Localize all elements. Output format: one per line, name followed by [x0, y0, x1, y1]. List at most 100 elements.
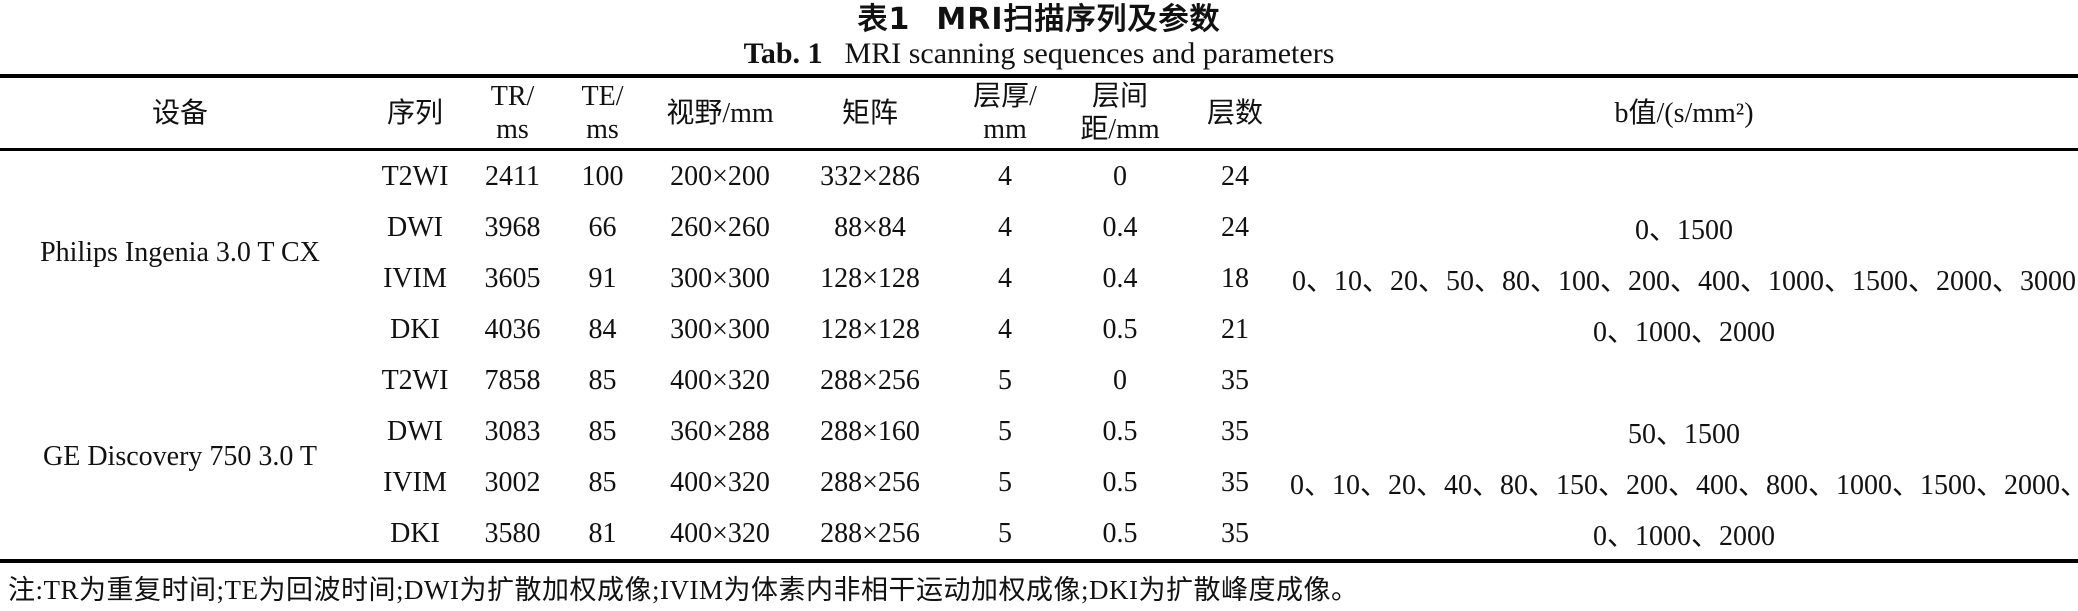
header-slices: 层数 [1206, 97, 1263, 129]
cell-gap: 0 [1113, 364, 1127, 396]
cell-sequence: DWI [387, 211, 443, 243]
row-philips-ivim: IVIM 3605 91 300×300 128×128 4 0.4 18 0、… [0, 253, 2078, 304]
cell-slices: 24 [1221, 160, 1249, 192]
cell-slices: 35 [1221, 466, 1249, 498]
cell-te: 85 [588, 466, 617, 498]
cell-matrix: 332×286 [820, 160, 920, 192]
row-ge-ivim: IVIM 3002 85 400×320 288×256 5 0.5 35 0、… [0, 457, 2078, 508]
cell-tr: 7858 [484, 364, 541, 396]
row-ge-t2wi: GE Discovery 750 3.0 T T2WI 7858 85 400×… [0, 355, 2078, 473]
header-tr: TR/ ms [470, 76, 555, 150]
cell-thickness: 4 [998, 262, 1012, 294]
cell-b-value [1290, 355, 2078, 406]
header-row: 设备 序列 TR/ ms TE/ ms 视野/mm 矩阵 层厚/ mm 层间 [0, 76, 2078, 150]
row-ge-dki: DKI 3580 81 400×320 288×256 5 0.5 35 0、1… [0, 508, 2078, 561]
cell-slices: 24 [1221, 211, 1249, 243]
cell-b-value: 0、1000、2000 [1592, 316, 1775, 348]
table-number-en: Tab. 1 [743, 37, 823, 70]
cell-slices: 21 [1221, 313, 1249, 345]
cell-thickness: 5 [998, 415, 1012, 447]
cell-b-value: 0、1500 [1634, 214, 1733, 246]
cell-slices: 35 [1221, 517, 1249, 549]
cell-tr: 2411 [485, 160, 540, 192]
cell-gap: 0.5 [1102, 466, 1138, 498]
cell-matrix: 128×128 [820, 313, 920, 345]
cell-b-value: 0、1000、2000 [1592, 520, 1775, 552]
header-gap: 层间 距/mm [1060, 76, 1180, 150]
cell-matrix: 288×160 [820, 415, 920, 447]
table-body: Philips Ingenia 3.0 T CX T2WI 2411 100 2… [0, 150, 2078, 562]
cell-te: 84 [588, 313, 617, 345]
cell-tr: 3605 [484, 262, 541, 294]
cell-te: 85 [588, 364, 617, 396]
header-thickness: 层厚/ mm [950, 76, 1060, 150]
cell-matrix: 288×256 [820, 517, 920, 549]
header-b-value: b值/(s/mm²) [1614, 97, 1754, 129]
table-header: 设备 序列 TR/ ms TE/ ms 视野/mm 矩阵 层厚/ mm 层间 [0, 76, 2078, 150]
cell-thickness: 4 [998, 211, 1012, 243]
device-cell-philips: Philips Ingenia 3.0 T CX [40, 237, 320, 268]
header-fov: 视野/mm [666, 97, 774, 129]
row-philips-dwi: DWI 3968 66 260×260 88×84 4 0.4 24 0、150… [0, 202, 2078, 253]
cell-thickness: 4 [998, 313, 1012, 345]
cell-matrix: 88×84 [834, 211, 906, 243]
device-cell-ge: GE Discovery 750 3.0 T [43, 441, 317, 472]
cell-sequence: DKI [390, 313, 440, 345]
cell-tr: 3083 [484, 415, 541, 447]
cell-te: 91 [588, 262, 617, 294]
row-philips-dki: DKI 4036 84 300×300 128×128 4 0.5 21 0、1… [0, 304, 2078, 355]
header-gap-line1: 层间 [1091, 81, 1148, 112]
table-caption-chinese: 表1 MRI扫描序列及参数 [0, 0, 2078, 38]
header-sequence: 序列 [386, 97, 443, 129]
cell-b-value: 0、10、20、40、80、150、200、400、800、1000、1500、… [1290, 469, 2078, 501]
header-te-line2: ms [586, 114, 619, 145]
cell-te: 85 [588, 415, 617, 447]
header-device: 设备 [151, 97, 208, 129]
cell-fov: 200×200 [670, 160, 770, 192]
cell-tr: 4036 [484, 313, 541, 345]
cell-thickness: 5 [998, 364, 1012, 396]
cell-te: 100 [581, 160, 624, 192]
cell-fov: 360×288 [670, 415, 770, 447]
table-caption-english: Tab. 1 MRI scanning sequences and paramet… [0, 38, 2078, 70]
cell-fov: 300×300 [670, 262, 770, 294]
cell-fov: 400×320 [670, 517, 770, 549]
cell-sequence: T2WI [381, 160, 449, 192]
cell-fov: 400×320 [670, 466, 770, 498]
cell-thickness: 5 [998, 517, 1012, 549]
cell-b-value [1290, 150, 2078, 203]
cell-sequence: T2WI [381, 364, 449, 396]
header-matrix: 矩阵 [841, 97, 898, 129]
cell-fov: 400×320 [670, 364, 770, 396]
header-thickness-line1: 层厚/ [973, 81, 1037, 112]
cell-sequence: IVIM [383, 262, 447, 294]
header-thickness-line2: mm [983, 114, 1027, 145]
cell-fov: 260×260 [670, 211, 770, 243]
cell-sequence: IVIM [383, 466, 447, 498]
cell-b-value: 50、1500 [1627, 418, 1740, 450]
cell-sequence: DKI [390, 517, 440, 549]
header-tr-line2: ms [496, 114, 529, 145]
table-number-cn: 表1 [857, 2, 911, 37]
cell-gap: 0.5 [1102, 517, 1138, 549]
cell-fov: 300×300 [670, 313, 770, 345]
cell-slices: 35 [1221, 364, 1249, 396]
cell-tr: 3002 [484, 466, 541, 498]
cell-matrix: 128×128 [820, 262, 920, 294]
cell-sequence: DWI [387, 415, 443, 447]
row-philips-t2wi: Philips Ingenia 3.0 T CX T2WI 2411 100 2… [0, 150, 2078, 269]
table-title-cn: MRI扫描序列及参数 [936, 2, 1221, 37]
mri-parameters-table: 设备 序列 TR/ ms TE/ ms 视野/mm 矩阵 层厚/ mm 层间 [0, 74, 2078, 563]
cell-te: 81 [588, 517, 617, 549]
cell-gap: 0 [1113, 160, 1127, 192]
table-title-en: MRI scanning sequences and parameters [844, 37, 1335, 70]
cell-tr: 3580 [484, 517, 541, 549]
cell-gap: 0.4 [1102, 211, 1138, 243]
header-te-line1: TE/ [581, 81, 624, 112]
cell-matrix: 288×256 [820, 466, 920, 498]
cell-b-value: 0、10、20、50、80、100、200、400、1000、1500、2000… [1291, 265, 2076, 297]
cell-slices: 35 [1221, 415, 1249, 447]
row-ge-dwi: DWI 3083 85 360×288 288×160 5 0.5 35 50、… [0, 406, 2078, 457]
cell-slices: 18 [1221, 262, 1249, 294]
cell-thickness: 5 [998, 466, 1012, 498]
